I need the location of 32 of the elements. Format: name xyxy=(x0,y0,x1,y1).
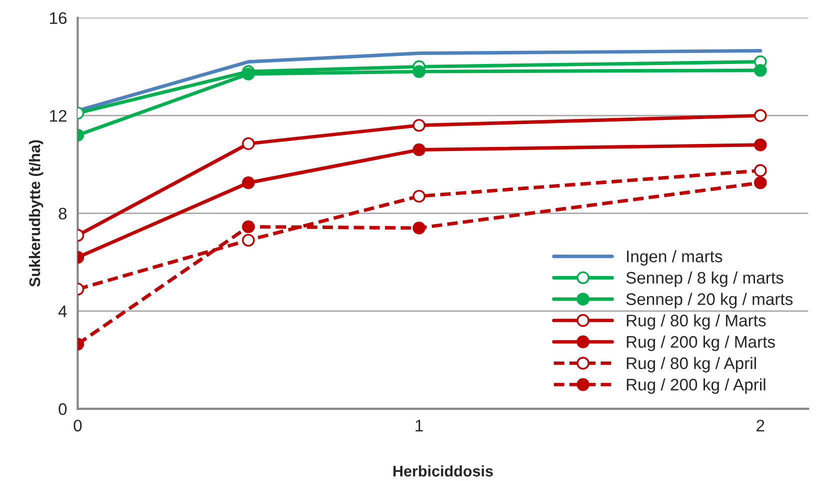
legend-label: Rug / 200 kg / Marts xyxy=(626,336,775,352)
y-tick-label: 12 xyxy=(50,110,66,122)
point xyxy=(754,164,767,177)
point xyxy=(242,176,255,190)
y-tick-label: 16 xyxy=(50,12,67,24)
legend-label: Rug / 80 kg / Marts xyxy=(626,314,766,330)
point xyxy=(412,222,426,234)
x-tick-label: 2 xyxy=(756,420,764,432)
point xyxy=(412,118,426,132)
point xyxy=(242,234,255,247)
point xyxy=(754,176,767,190)
point xyxy=(754,64,767,77)
legend-label: Rug / 80 kg / April xyxy=(626,356,756,372)
y-tick-label: 8 xyxy=(58,208,67,220)
y-tick-label: 4 xyxy=(58,306,67,318)
legend-label: Ingen / marts xyxy=(627,250,722,266)
point xyxy=(754,109,767,122)
legend-label: Rug / 200 kg / April xyxy=(626,378,766,394)
point xyxy=(754,138,767,152)
point xyxy=(412,143,426,156)
y-tick-label: 0 xyxy=(58,403,67,416)
point xyxy=(242,68,255,80)
legend-label: Sennep / 20 kg / marts xyxy=(626,292,793,308)
point xyxy=(242,220,255,234)
x-axis-title: Herbiciddosis xyxy=(393,465,493,477)
point xyxy=(412,65,426,78)
x-tick-label: 0 xyxy=(74,420,82,432)
point xyxy=(412,190,426,203)
y-axis-title: Sukkerudbytte (t/ha) xyxy=(28,140,44,287)
x-tick-label: 1 xyxy=(416,420,423,432)
legend-label: Sennep / 8 kg / marts xyxy=(626,271,784,287)
point xyxy=(242,137,255,150)
